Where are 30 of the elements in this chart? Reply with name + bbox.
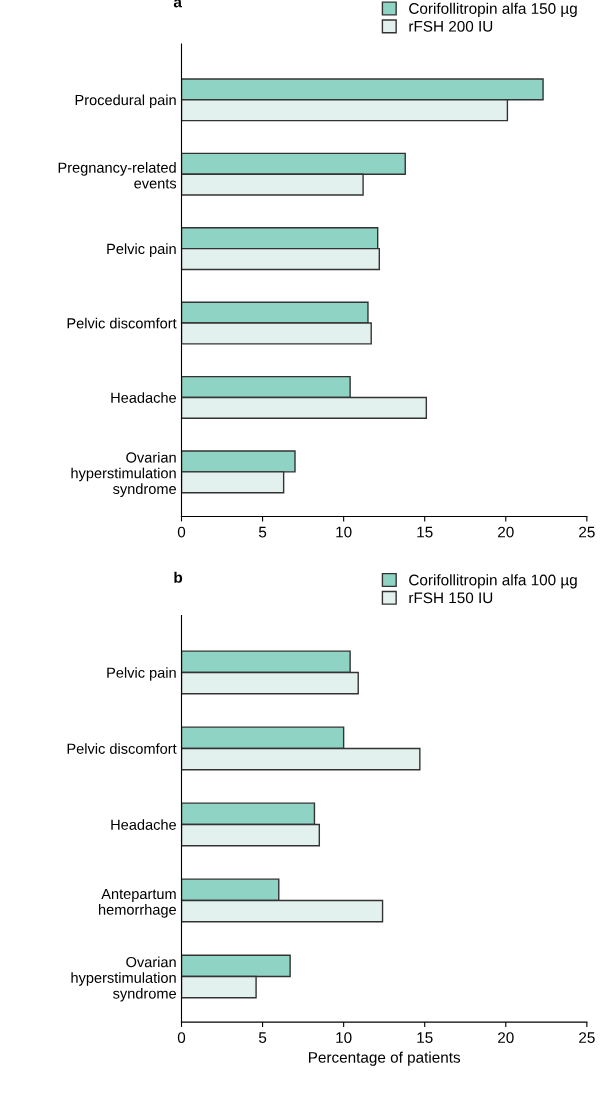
x-tick-label: 5 xyxy=(258,1032,267,1044)
y-tick-label: Headache xyxy=(111,819,176,830)
x-tick-label: 20 xyxy=(498,526,514,538)
chart-title: b xyxy=(174,571,183,583)
y-tick-label: Pelvic discomfort xyxy=(67,317,177,329)
y-tick-label: Ovarian hyperstimulation syndrome xyxy=(71,956,176,1002)
x-tick-label: 10 xyxy=(336,1032,352,1044)
x-tick-label: 0 xyxy=(177,1032,186,1044)
y-tick-label: Pelvic pain xyxy=(107,667,176,681)
y-tick-label: Pelvic discomfort xyxy=(67,743,177,754)
chart-title: a xyxy=(173,0,182,8)
x-tick-label: 15 xyxy=(417,1032,433,1044)
x-tick-label: 20 xyxy=(498,1032,514,1044)
legend-label: Corifollitropin alfa 150 µg xyxy=(409,2,577,17)
legend-label: rFSH 200 IU xyxy=(409,20,493,32)
x-tick-label: 15 xyxy=(417,526,433,538)
y-tick-label: Pelvic pain xyxy=(107,243,176,257)
y-tick-label: Headache xyxy=(111,392,176,403)
x-tick-label: 0 xyxy=(177,526,186,538)
x-tick-label: 25 xyxy=(579,1032,595,1044)
legend-label: Corifollitropin alfa 100 µg xyxy=(409,574,577,589)
y-tick-label: Procedural pain xyxy=(75,94,176,109)
y-tick-label: Antepartum hemorrhage xyxy=(99,888,176,918)
legend-label: rFSH 150 IU xyxy=(409,592,493,604)
y-tick-label: Pregnancy-related events xyxy=(58,162,177,189)
x-tick-label: 5 xyxy=(258,526,267,538)
x-tick-label: 25 xyxy=(579,526,595,538)
x-tick-label: 10 xyxy=(336,526,352,538)
y-tick-label: Ovarian hyperstimulation syndrome xyxy=(71,451,176,497)
x-axis-title: Percentage of patients xyxy=(308,1051,461,1066)
